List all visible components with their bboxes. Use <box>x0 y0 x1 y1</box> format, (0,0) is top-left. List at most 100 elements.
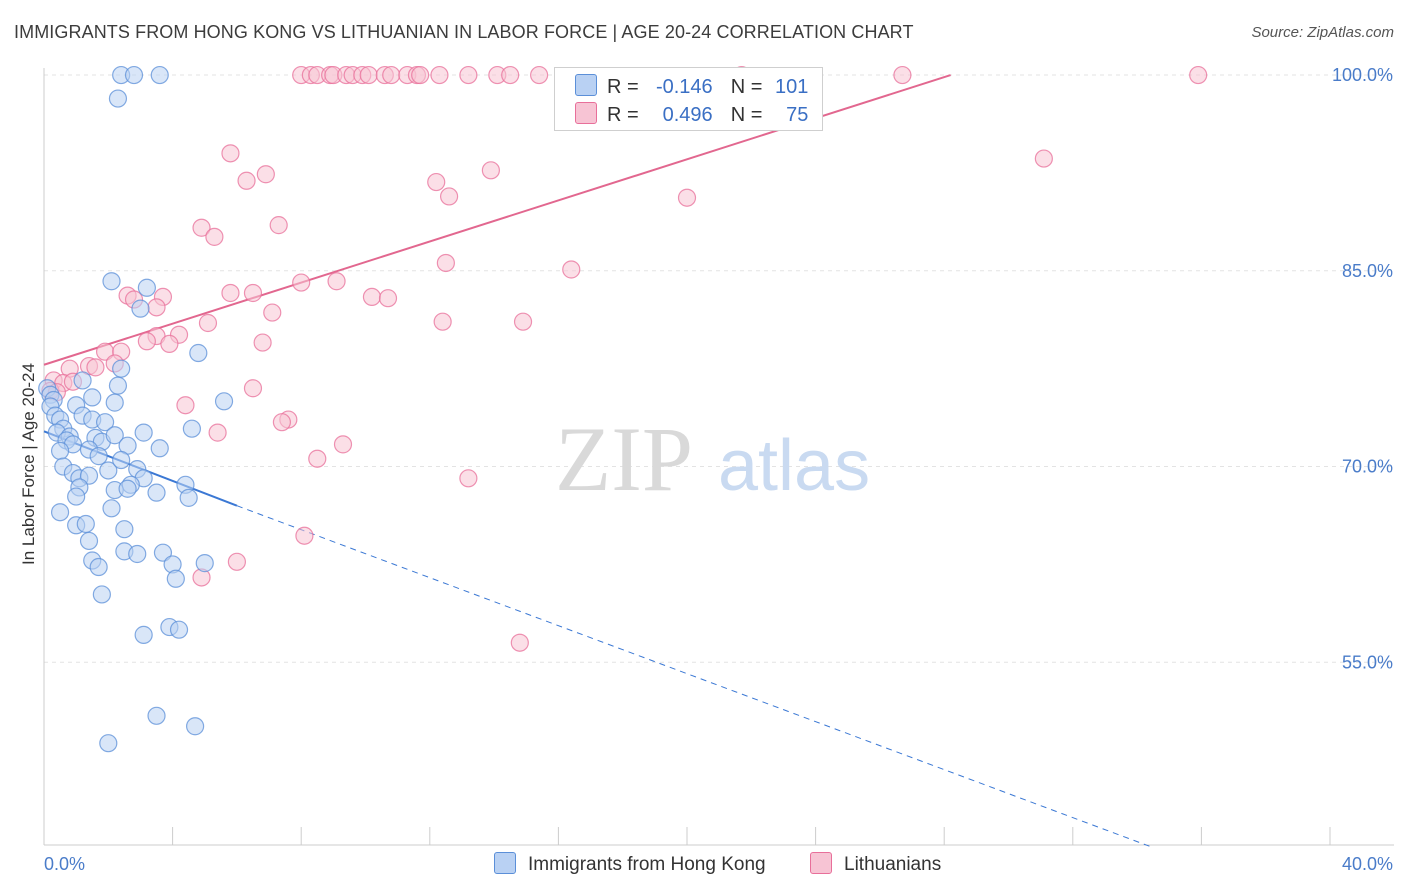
lithuanians-point <box>510 633 529 652</box>
hong-kong-point <box>108 376 128 395</box>
hong-kong-point <box>189 343 208 363</box>
legend-row-lithuanians: R = 0.496 N = 75 <box>575 102 808 128</box>
hong-kong-point <box>214 392 234 411</box>
lithuanians-point <box>86 358 105 377</box>
hong-kong-point <box>124 65 144 85</box>
y-tick-label: 100.0% <box>1332 65 1393 85</box>
hong-kong-point <box>89 557 108 577</box>
lithuanians-point <box>243 379 263 398</box>
lithuanians-point <box>227 552 246 571</box>
lithuanians-point <box>327 272 346 291</box>
x-tick-label: 40.0% <box>1342 854 1393 874</box>
lithuanians-point <box>205 227 224 246</box>
lithuanians-point <box>562 260 581 279</box>
hong-kong-point <box>137 278 156 297</box>
bottom-legend-label: Immigrants from Hong Kong <box>528 854 766 875</box>
hong-kong-point <box>115 520 134 539</box>
data-points <box>38 65 1208 753</box>
y-axis-label: In Labor Force | Age 20-24 <box>19 363 38 565</box>
lithuanians-point <box>513 312 533 331</box>
hong-kong-point <box>150 65 169 85</box>
lithuanians-point <box>221 283 240 303</box>
hong-kong-point <box>179 488 198 507</box>
source-label: Source: ZipAtlas.com <box>1251 24 1394 41</box>
chart-title: IMMIGRANTS FROM HONG KONG VS LITHUANIAN … <box>14 22 914 42</box>
hong-kong-point <box>150 439 169 458</box>
lithuanians-point <box>333 435 353 454</box>
hong-kong-point <box>79 531 99 551</box>
lithuanians-point <box>439 187 459 206</box>
legend-r-value: -0.146 <box>655 76 713 98</box>
hong-kong-point <box>112 450 131 470</box>
tick-labels: 100.0% 85.0% 70.0% 55.0% 0.0% 40.0% <box>44 65 1393 874</box>
lithuanians-point <box>256 165 275 184</box>
lithuanians-point <box>501 65 520 85</box>
lithuanians-point <box>208 423 227 442</box>
hong-kong-point <box>134 625 153 644</box>
hong-kong-point <box>102 499 121 518</box>
legend-swatch-pink <box>575 102 597 124</box>
legend-r-label: R = <box>607 104 639 126</box>
legend-row-hong-kong: R = -0.146 N = 101 <box>575 74 808 100</box>
lithuanians-point <box>459 65 478 85</box>
lithuanians-point <box>677 188 697 207</box>
hong-kong-point <box>166 569 185 588</box>
legend-r-value: 0.496 <box>662 104 713 126</box>
hong-kong-point <box>79 466 99 485</box>
hong-kong-point <box>99 734 118 753</box>
lithuanians-point <box>176 396 195 415</box>
hong-kong-point <box>89 447 108 466</box>
hong-kong-point <box>105 426 124 445</box>
lithuanians-point <box>198 313 218 333</box>
lithuanians-point <box>263 303 282 322</box>
lithuanians-point <box>308 449 327 468</box>
hong-kong-point <box>105 393 124 412</box>
hong-kong-point <box>50 441 70 460</box>
hong-kong-point <box>147 706 166 725</box>
lithuanians-point <box>237 171 256 190</box>
y-tick-label: 55.0% <box>1342 652 1393 672</box>
hong-kong-point <box>195 554 214 573</box>
lithuanians-point <box>1034 149 1053 168</box>
lithuanians-point <box>382 65 401 85</box>
hong-kong-point <box>99 461 118 480</box>
lithuanians-point <box>530 65 549 85</box>
y-tick-label: 70.0% <box>1342 457 1393 477</box>
hong-kong-point <box>153 543 173 562</box>
lithuanians-point <box>359 65 378 85</box>
lithuanians-point <box>433 312 452 331</box>
lithuanians-point <box>160 334 179 353</box>
axes <box>43 68 1394 846</box>
hong-kong-point <box>83 388 102 407</box>
legend-n-value: 101 <box>775 76 809 98</box>
legend-n-value: 75 <box>786 104 809 126</box>
lithuanians-point <box>411 65 430 85</box>
hong-kong-point <box>147 483 166 502</box>
hong-kong-point <box>134 423 153 442</box>
lithuanians-point <box>269 216 288 235</box>
lithuanians-point <box>893 65 912 85</box>
lithuanians-point <box>378 289 398 308</box>
lithuanians-point <box>295 526 314 545</box>
hong-kong-point <box>76 514 95 534</box>
lithuanians-point <box>243 283 263 303</box>
watermark-zip: ZIP <box>555 408 693 510</box>
lithuanians-point <box>137 332 156 351</box>
hong-kong-point <box>67 487 86 506</box>
watermark-atlas: atlas <box>718 426 870 506</box>
hong-kong-trend-extension <box>236 505 1154 849</box>
bottom-legend-hong-kong: Immigrants from Hong Kong <box>494 852 766 876</box>
bottom-legend-label: Lithuanians <box>844 854 942 875</box>
bottom-legend-swatch-pink <box>810 852 832 874</box>
hong-kong-point <box>118 479 137 498</box>
hong-kong-point <box>169 620 189 639</box>
lithuanians-point <box>1189 65 1208 85</box>
legend-n-label: N = <box>730 104 763 126</box>
legend-r-label: R = <box>607 76 639 98</box>
watermark: ZIP atlas <box>555 408 870 510</box>
hong-kong-point <box>131 299 150 318</box>
hong-kong-point <box>102 272 121 291</box>
bottom-legend-lithuanians: Lithuanians <box>810 852 941 876</box>
bottom-legend: Immigrants from Hong Kong Lithuanians <box>0 852 1406 878</box>
